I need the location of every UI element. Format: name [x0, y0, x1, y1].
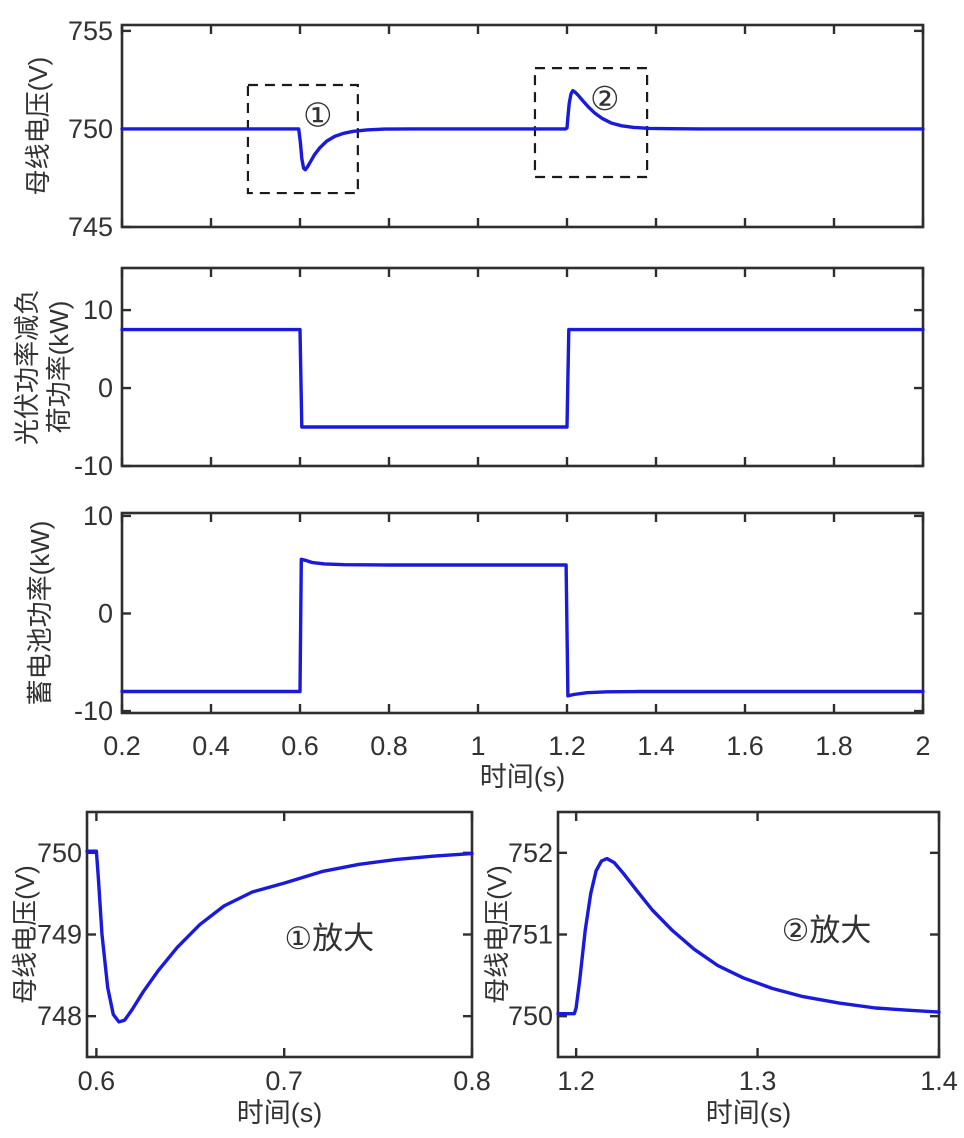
y-axis-label: 母线电压(V) [23, 57, 53, 196]
x-axis-label: 时间(s) [706, 1098, 791, 1128]
x-tick-label: 1.8 [815, 731, 853, 761]
zoom-region-box [246, 83, 359, 195]
annotation-label: ① [303, 96, 333, 133]
x-tick-label: 0.8 [370, 731, 408, 761]
annotation-label: ①放大 [284, 921, 374, 956]
y-tick-label: 745 [68, 212, 113, 242]
x-tick-label: 0.7 [265, 1066, 303, 1096]
plot-frame [120, 266, 925, 468]
x-tick-label: 1.2 [557, 1066, 595, 1096]
pv-minus-load-power-plot: -10 0 10 光伏功率减负 荷功率(kW) [12, 266, 925, 481]
annotation-label: ② [590, 80, 620, 117]
x-tick-label: 1.4 [637, 731, 675, 761]
zoom-region-box [533, 67, 649, 179]
x-tick-label: 0.4 [192, 731, 230, 761]
bus-voltage-plot: 745 750 755 ① ② 母线电压(V) [23, 16, 925, 242]
y-tick-label: 752 [508, 838, 553, 868]
x-tick-label: 0.2 [103, 731, 141, 761]
y-tick-label: 750 [68, 114, 113, 144]
y-tick-label: 749 [37, 920, 82, 950]
y-tick-label: 0 [98, 373, 113, 403]
x-tick-label: 1.2 [548, 731, 586, 761]
x-tick-label: 1.4 [920, 1066, 958, 1096]
annotation-label: ②放大 [782, 913, 872, 948]
y-tick-label: 750 [37, 838, 82, 868]
battery-power-curve [120, 557, 925, 698]
x-tick-label: 1 [470, 731, 485, 761]
y-tick-label: 750 [508, 1001, 553, 1031]
x-axis-label: 时间(s) [480, 762, 565, 792]
y-axis-label: 荷功率(kW) [44, 301, 74, 434]
plot-frame [120, 511, 925, 715]
bus-voltage-curve [120, 88, 925, 172]
x-axis-label: 时间(s) [237, 1098, 322, 1128]
x-tick-label: 1.6 [726, 731, 764, 761]
x-tick-label: 0.8 [453, 1066, 491, 1096]
x-tick-label: 1.3 [739, 1066, 777, 1096]
y-tick-label: -10 [74, 451, 113, 481]
y-tick-label: -10 [74, 696, 113, 726]
event1-zoom-curve [85, 849, 474, 1024]
x-tick-label: 0.6 [78, 1066, 116, 1096]
event2-zoom-curve [556, 856, 941, 1016]
y-axis-label: 光伏功率减负 [12, 289, 42, 445]
y-tick-label: 748 [37, 1001, 82, 1031]
battery-power-plot: 0.2 0.4 0.6 0.8 1 1.2 1.4 1.6 1.8 2 -10 0 10 蓄电池功率(kW… [25, 501, 931, 792]
y-tick-label: 755 [68, 16, 113, 46]
plot-frame [85, 810, 474, 1059]
plot-frame [556, 810, 941, 1059]
y-tick-label: 10 [83, 501, 113, 531]
pv-minus-load-power-curve [120, 327, 925, 429]
y-tick-label: 10 [83, 295, 113, 325]
x-tick-label: 2 [915, 731, 930, 761]
x-tick-label: 0.6 [281, 731, 319, 761]
event2-zoom-plot: 1.2 1.3 1.4 750 751 752 ②放大 母线电压(V) 时间(s) [482, 810, 958, 1128]
y-axis-label: 母线电压(V) [482, 865, 512, 1004]
y-axis-label: 蓄电池功率(kW) [25, 521, 55, 706]
plot-frame [120, 23, 925, 229]
y-tick-label: 0 [98, 598, 113, 628]
event1-zoom-plot: 0.6 0.7 0.8 748 749 750 ①放大 母线电压(V) 时间(s) [10, 810, 491, 1128]
y-axis-label: 母线电压(V) [10, 865, 40, 1004]
y-tick-label: 751 [508, 920, 553, 950]
